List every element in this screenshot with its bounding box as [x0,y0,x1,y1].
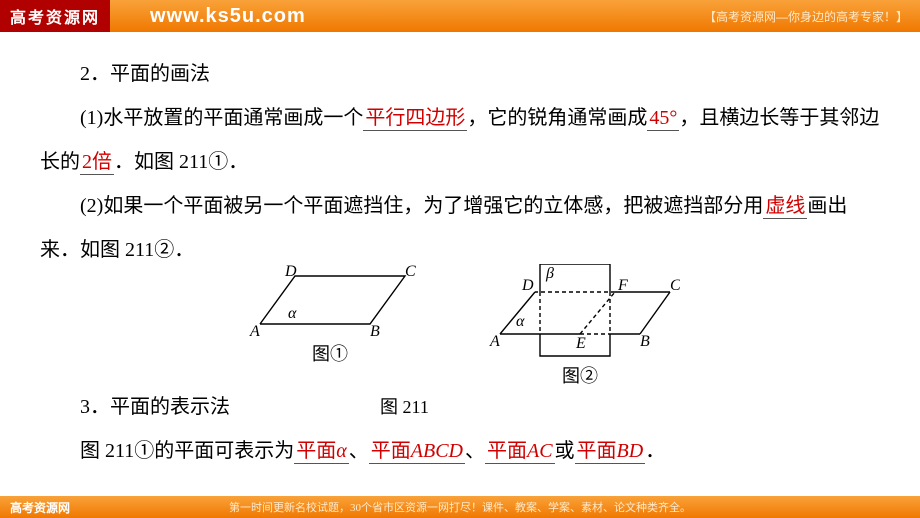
blank-plane-bd: 平面BD [575,440,646,464]
blank-parallelogram: 平行四边形 [363,107,467,131]
label2-D: D [521,277,534,294]
label-alpha: α [288,305,297,322]
blank-dashed: 虚线 [763,195,807,219]
section3-p1: 图 2­1­1①的平面可表示为平面α、平面ABCD、平面AC或平面BD． [40,429,880,473]
label-A: A [249,323,260,340]
figure-main-caption: 图 2­1­1 [380,388,429,428]
figure-2-caption: 图② [480,367,680,385]
label-B: B [370,323,380,340]
section2-p2: (2)如果一个平面被另一个平面遮挡住，为了增强它的立体感，把被遮挡部分用虚线画出… [40,184,880,272]
figure-1: A B C D α 图① [240,264,420,385]
header-url: www.ks5u.com [150,5,306,28]
or: 或 [555,440,575,462]
sep1: 、 [349,440,369,462]
p1-a: (1)水平放置的平面通常画成一个 [80,107,363,129]
section3-heading: 3．平面的表示法 [40,385,230,429]
label2-C: C [670,277,680,294]
blank-45deg: 45° [647,107,679,131]
blank-plane-ac: 平面AC [485,440,555,464]
main-content: 2．平面的画法 (1)水平放置的平面通常画成一个平行四边形，它的锐角通常画成45… [0,32,920,483]
p1-b: ，它的锐角通常画成 [467,107,647,129]
label2-beta: β [545,265,554,282]
section2-heading: 2．平面的画法 [40,52,880,96]
figure-row: A B C D α 图① [40,264,880,385]
s3-a: 图 2­1­1①的平面可表示为 [80,440,294,462]
label2-A: A [489,333,500,350]
sep2: 、 [465,440,485,462]
figure-1-caption: 图① [240,345,420,363]
footer-logo: 高考资源网 [10,499,70,516]
figure-1-svg: A B C D α [240,264,420,342]
figure-2: A B C D E F α β 图② [480,264,680,385]
tail: ． [645,440,665,462]
p1-d: ．如图 2­1­1①． [114,151,248,173]
blank-plane-alpha: 平面α [294,440,349,464]
label2-B: B [640,333,650,350]
label2-alpha: α [516,313,525,330]
figure-2-svg: A B C D E F α β [480,264,680,364]
blank-plane-abcd: 平面ABCD [369,440,465,464]
page-header: 高考资源网 www.ks5u.com 【高考资源网—你身边的高考专家！】 [0,0,920,32]
label-D: D [284,264,297,280]
header-logo: 高考资源网 [0,0,110,32]
label2-F: F [617,277,628,294]
label2-E: E [575,335,586,352]
label-C: C [405,264,416,280]
section2-p1: (1)水平放置的平面通常画成一个平行四边形，它的锐角通常画成45°，且横边长等于… [40,96,880,184]
blank-2times: 2倍 [80,151,114,175]
header-tagline: 【高考资源网—你身边的高考专家！】 [704,8,908,25]
footer-text: 第一时间更新名校试题，30个省市区资源一网打尽！课件、教案、学案、素材、论文种类… [229,499,691,515]
page-footer: 高考资源网 第一时间更新名校试题，30个省市区资源一网打尽！课件、教案、学案、素… [0,496,920,518]
p2-a: (2)如果一个平面被另一个平面遮挡住，为了增强它的立体感，把被遮挡部分用 [80,195,763,217]
